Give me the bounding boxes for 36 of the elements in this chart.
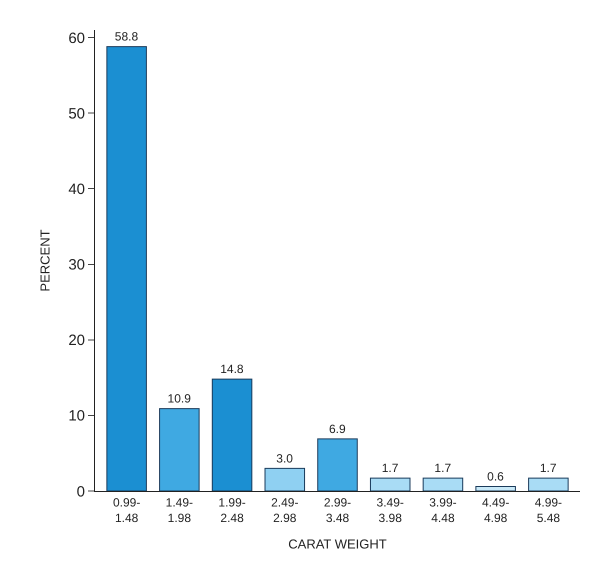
x-tick-label: 3.99- 4.48 [429, 495, 457, 525]
data-label: 1.7 [382, 461, 399, 476]
x-tick-label: 0.99- 1.48 [112, 495, 140, 525]
data-label: 14.8 [220, 362, 244, 376]
x-tick-label: 1.99- 2.48 [218, 495, 246, 525]
data-label: 1.7 [434, 461, 452, 476]
y-tick-label: 20 [68, 332, 85, 350]
data-label: 10.9 [168, 392, 192, 406]
y-tick-label: 0 [76, 483, 85, 500]
y-tick-label: 50 [68, 105, 85, 122]
data-label: 0.6 [487, 469, 504, 484]
x-tick-label: 4.49- 4.98 [482, 495, 510, 525]
y-tick-label: 30 [68, 256, 85, 274]
bar [159, 408, 200, 491]
data-label: 6.9 [328, 422, 346, 436]
y-tick-label: 40 [68, 180, 85, 198]
data-label: 58.8 [114, 30, 138, 44]
y-axis-title: PERCENT [37, 229, 52, 292]
bar [370, 478, 410, 491]
bar [528, 478, 569, 491]
bar [317, 438, 358, 491]
bar [422, 478, 464, 491]
x-axis-title: CARAT WEIGHT [288, 536, 387, 552]
x-tick-label: 1.49- 1.98 [166, 495, 194, 525]
bar [475, 486, 516, 491]
x-tick-label: 2.49- 2.98 [271, 495, 298, 525]
bar [212, 378, 252, 491]
data-label: 1.7 [540, 461, 557, 476]
bar [264, 468, 306, 491]
y-tick-label: 60 [68, 30, 85, 47]
x-tick-label: 3.49- 3.98 [376, 495, 404, 525]
x-tick-label: 2.99- 3.48 [324, 495, 352, 525]
y-tick-label: 10 [68, 408, 85, 425]
bar [106, 46, 147, 491]
data-label: 3.0 [276, 451, 294, 466]
x-tick-label: 4.99- 5.48 [534, 495, 562, 525]
